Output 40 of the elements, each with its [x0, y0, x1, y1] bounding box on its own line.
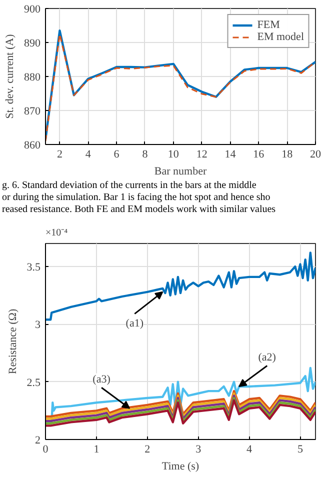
x-tick-label: 5: [297, 444, 304, 456]
x-tick-label: 8: [142, 148, 148, 160]
text: g. 6. Standard deviation of the currents in the bars at the middle: [2, 180, 256, 191]
x-tick-label: 4: [246, 444, 253, 456]
line-series: [46, 366, 316, 424]
y-tick-label: 2.5: [26, 376, 41, 389]
y-tick-label: 3: [35, 319, 41, 332]
x-tick-label: 10: [168, 148, 180, 160]
x-tick-label: 14: [224, 148, 236, 160]
x-axis-title: Time (s): [162, 460, 200, 472]
x-axis-title: Bar number: [154, 166, 207, 178]
x-tick-label: 0: [42, 444, 49, 456]
x-tick-label: 4: [85, 148, 92, 160]
x-tick-label: 12: [196, 148, 208, 160]
y-tick-label: 860: [24, 140, 41, 152]
text: reased resistance. Both FE and EM models work with similar values: [2, 204, 276, 215]
y-tick-label: 880: [24, 72, 41, 84]
y-axis-title: Resistance (Ω): [6, 308, 19, 374]
y-tick-label: 900: [24, 4, 41, 16]
text: or during the simulation. Bar 1 is facing the hot spot and hence sho: [2, 192, 270, 203]
x-tick-label: 6: [114, 148, 120, 160]
y-tick-label: 3.5: [26, 262, 41, 274]
x-tick-label: 16: [253, 148, 265, 160]
x-tick-label: 3: [196, 444, 202, 456]
x-tick-label: 18: [282, 148, 294, 160]
annotation: (a2): [258, 351, 276, 364]
x-tick-label: 20: [310, 148, 322, 160]
annotation: (a3): [92, 373, 111, 386]
x-tick-label: 2: [144, 444, 150, 456]
annotation: (a1): [126, 317, 144, 330]
y-tick-label: 870: [24, 106, 41, 118]
x-tick-label: 1: [94, 444, 100, 456]
line-series: [46, 252, 316, 321]
y-axis-title: St. dev. current (A): [4, 34, 16, 119]
legend-label: EM model: [257, 31, 304, 43]
y-tick-label: 890: [24, 38, 41, 50]
text: ×10⁻⁴: [46, 228, 68, 238]
x-tick-label: 2: [56, 148, 62, 160]
y-tick-label: 2: [35, 434, 40, 446]
legend-label: FEM: [257, 19, 280, 31]
